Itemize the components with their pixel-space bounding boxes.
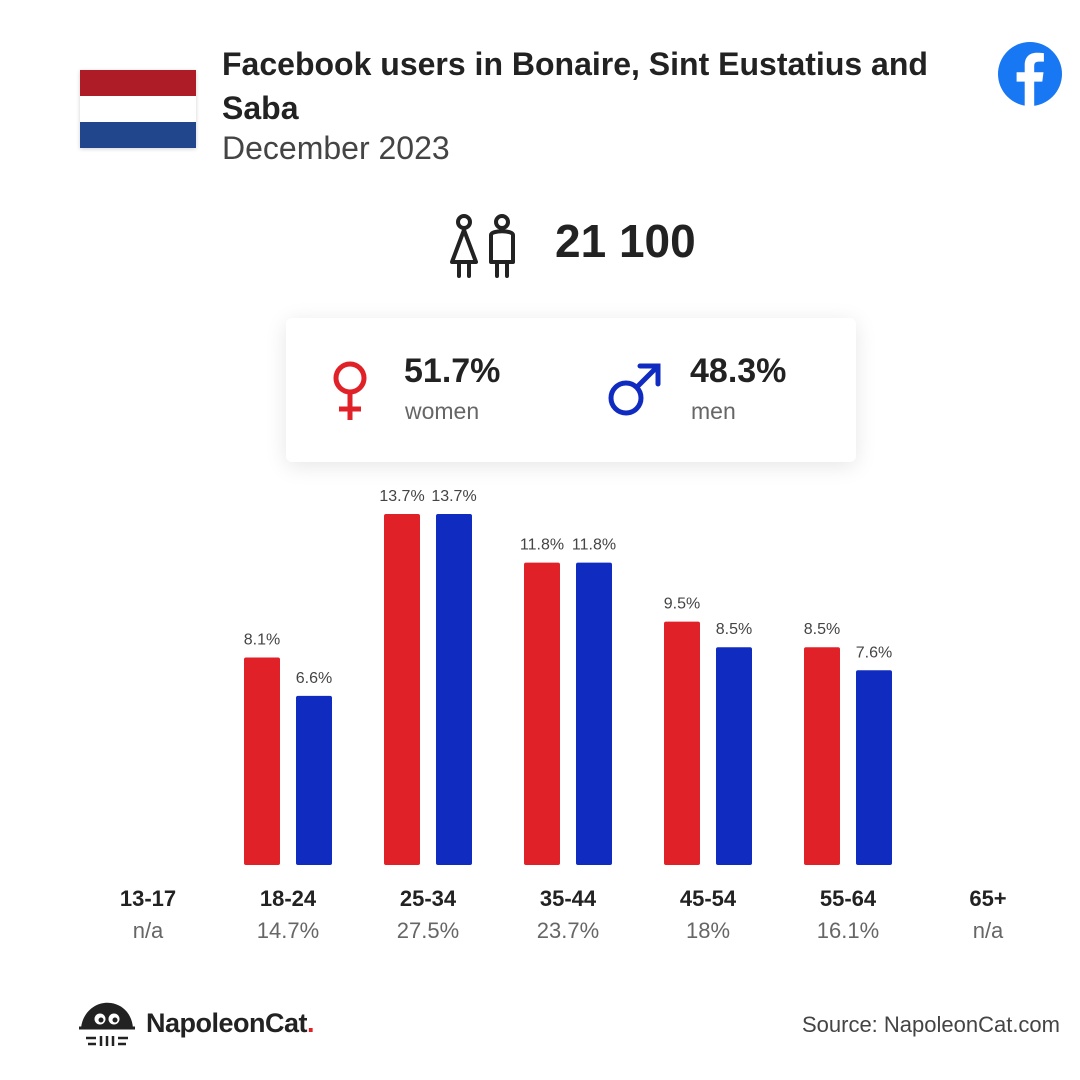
bar-value-label: 7.6% <box>856 644 892 661</box>
bar-value-label: 13.7% <box>379 488 424 505</box>
category-total-label: 23.7% <box>537 918 599 943</box>
flag-stripe-blue <box>80 122 196 148</box>
men-label: men <box>691 398 736 424</box>
bar-value-label: 8.5% <box>804 621 840 638</box>
flag-stripe-red <box>80 70 196 96</box>
women-label: women <box>405 398 480 424</box>
category-total-label: n/a <box>973 918 1004 943</box>
category-label: 13-17 <box>120 886 176 911</box>
age-gender-bar-chart: 13-17 n/a 8.1% 6.6% 18-24 14.7% 13.7% 13.7% 25-3… <box>120 488 1007 943</box>
category-label: 18-24 <box>260 886 317 911</box>
page-subtitle: December 2023 <box>222 130 450 166</box>
users-icon <box>450 214 515 278</box>
bar-men-35-44 <box>576 562 612 865</box>
bar-women-45-54 <box>664 621 700 865</box>
category-label: 25-34 <box>400 886 457 911</box>
bar-value-label: 11.8% <box>520 537 564 554</box>
bar-women-35-44 <box>524 562 560 865</box>
facebook-icon <box>998 42 1062 106</box>
bar-value-label: 9.5% <box>664 596 700 613</box>
category-label: 45-54 <box>680 886 737 911</box>
bar-men-25-34 <box>436 514 472 865</box>
netherlands-flag-icon <box>80 70 196 148</box>
men-pct: 48.3% <box>690 352 787 390</box>
bar-men-45-54 <box>716 647 752 865</box>
bar-women-55-64 <box>804 647 840 865</box>
bar-value-label: 8.5% <box>716 621 752 638</box>
gender-card: 51.7% women 48.3% men <box>286 318 856 462</box>
source-text: Source: NapoleonCat.com <box>801 1012 1060 1037</box>
male-icon <box>608 363 661 416</box>
category-total-label: 16.1% <box>817 918 879 943</box>
page-title: Facebook users in Bonaire, Sint Eustatiu… <box>222 46 928 126</box>
category-label: 55-64 <box>820 886 877 911</box>
brand-dot: . <box>307 1008 315 1038</box>
bar-value-label: 11.8% <box>572 537 616 554</box>
category-total-label: 14.7% <box>257 918 319 943</box>
flag-stripe-white <box>80 96 196 122</box>
napoleoncat-logo-icon <box>79 1002 135 1046</box>
bar-men-55-64 <box>856 670 892 865</box>
category-total-label: 18% <box>686 918 730 943</box>
bar-value-label: 8.1% <box>244 631 280 648</box>
bar-women-18-24 <box>244 657 280 865</box>
bar-value-label: 6.6% <box>296 670 332 687</box>
category-total-label: 27.5% <box>397 918 459 943</box>
category-label: 65+ <box>969 886 1006 911</box>
category-label: 35-44 <box>540 886 597 911</box>
total-users-value: 21 100 <box>555 215 696 267</box>
female-icon <box>333 361 367 420</box>
category-total-label: n/a <box>133 918 164 943</box>
bar-women-25-34 <box>384 514 420 865</box>
brand-name: NapoleonCat. <box>146 1008 315 1038</box>
women-pct: 51.7% <box>404 352 501 390</box>
bar-men-18-24 <box>296 695 332 865</box>
bar-value-label: 13.7% <box>431 488 476 505</box>
